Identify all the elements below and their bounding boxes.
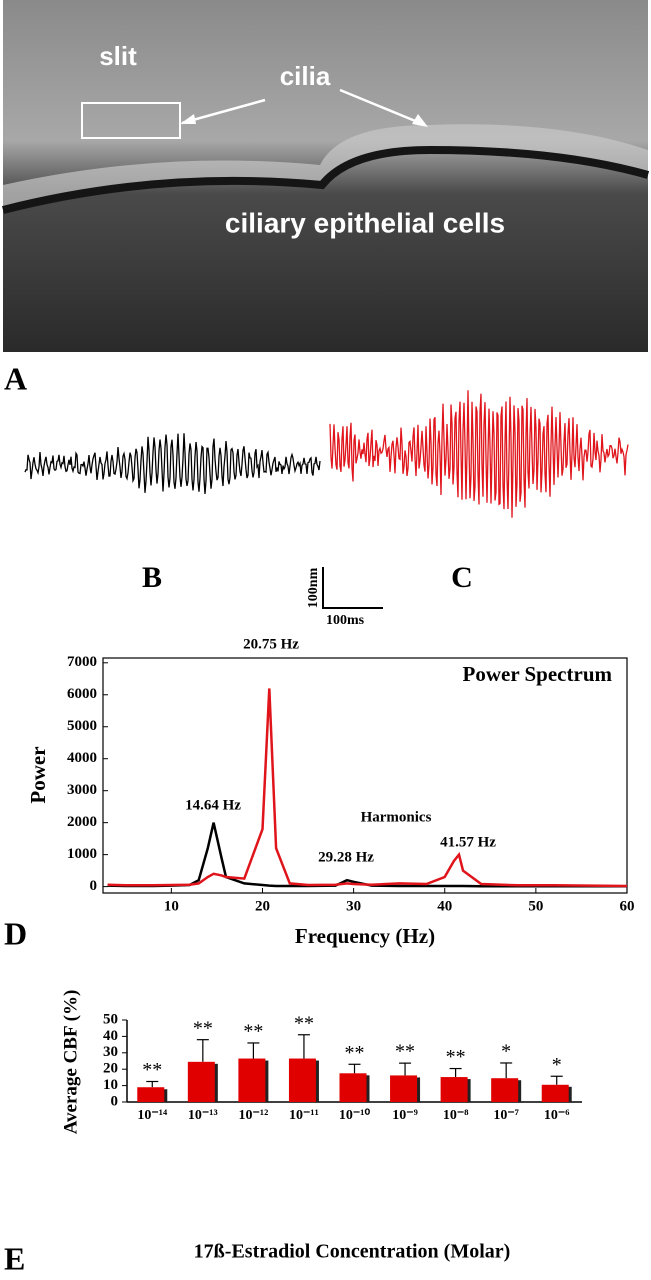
significance: ** [395,1041,415,1063]
x-tick-label: 10⁻¹² [238,1108,268,1123]
annotation: 41.57 Hz [440,834,496,850]
plot-frame [102,657,628,894]
x-tick-label: 10⁻¹³ [188,1108,218,1123]
y-tick-label: 0 [90,878,98,894]
annotation: 14.64 Hz [185,797,241,813]
x-tick-label: 10 [164,898,179,914]
bar [137,1087,165,1102]
x-tick-label: 60 [620,898,635,914]
panel-letter: D [4,915,27,951]
scale-label: 100ms [326,613,365,628]
y-axis-label: Power [26,746,50,803]
x-tick-label: 30 [346,898,361,914]
bar [491,1078,519,1102]
micrograph [2,0,650,352]
y-tick-label: 4000 [67,750,97,766]
x-tick-label: 10⁻⁷ [493,1108,519,1123]
x-tick-label: 10⁻⁹ [392,1108,418,1123]
bar [339,1073,367,1102]
annotation: 29.28 Hz [318,849,374,865]
panel-letter: C [451,561,473,594]
significance: ** [193,1017,213,1039]
image-label: slit [99,41,137,71]
y-tick-label: 40 [103,1028,118,1044]
significance: * [501,1041,511,1063]
y-tick-label: 20 [103,1061,118,1077]
y-tick-label: 10 [103,1077,118,1093]
significance: ** [294,1012,314,1034]
x-tick-label: 10⁻¹⁴ [137,1108,168,1123]
image-label: cilia [280,61,331,91]
trace [329,390,629,518]
y-tick-label: 5000 [67,718,97,734]
annotation: 20.75 Hz [243,636,299,652]
bar [440,1077,468,1102]
significance: * [552,1054,562,1076]
bar [238,1058,266,1102]
bar [187,1061,215,1102]
trace [24,433,321,494]
significance: ** [345,1042,365,1064]
y-tick-label: 1000 [67,846,97,862]
x-tick-label: 40 [437,898,452,914]
x-tick-label: 10⁻¹⁰ [339,1108,371,1123]
significance: ** [446,1046,466,1068]
panel-letter: B [142,561,162,594]
y-tick-label: 50 [103,1011,118,1027]
scale-label: 100nm [306,567,321,608]
panel-letter: E [4,1240,25,1276]
y-tick-label: 2000 [67,814,97,830]
x-tick-label: 20 [255,898,270,914]
bar [541,1084,569,1102]
scale-bar [322,567,383,609]
panel-letter: A [4,360,27,396]
y-tick-label: 30 [103,1044,118,1060]
bar [288,1058,316,1102]
bar [390,1075,418,1102]
spectrum-line [107,688,628,888]
y-tick-label: 6000 [67,686,97,702]
x-tick-label: 10⁻⁶ [544,1108,570,1123]
y-tick-label: 7000 [67,654,97,670]
y-axis-label: Average CBF (%) [60,990,81,1135]
significance: ** [142,1059,162,1081]
image-label: ciliary epithelial cells [225,207,505,238]
x-tick-label: 10⁻¹¹ [289,1108,319,1123]
significance: ** [243,1021,263,1043]
y-tick-label: 3000 [67,782,97,798]
annotation: Harmonics [361,809,432,825]
chart-title: Power Spectrum [463,662,613,686]
x-tick-label: 10⁻⁸ [443,1108,469,1123]
x-axis-label: Frequency (Hz) [295,924,435,948]
x-axis-label: 17ß-Estradiol Concentration (Molar) [194,1241,511,1263]
y-tick-label: 0 [111,1093,119,1109]
x-tick-label: 50 [528,898,543,914]
